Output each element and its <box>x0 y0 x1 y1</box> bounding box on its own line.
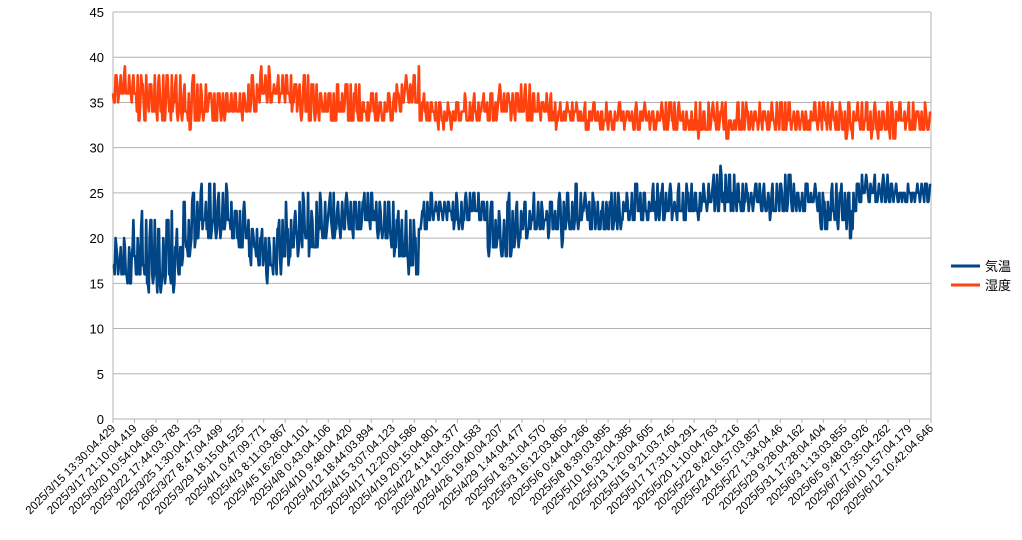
y-tick-label: 45 <box>90 5 104 20</box>
series-line-temperature <box>112 164 932 294</box>
y-tick-label: 35 <box>90 95 104 110</box>
legend-label: 湿度 <box>985 278 1011 293</box>
y-tick-label: 25 <box>90 186 104 201</box>
series-line-humidity <box>111 65 932 140</box>
gridlines <box>112 11 932 420</box>
series-lines <box>111 65 932 294</box>
y-tick-label: 10 <box>90 322 104 337</box>
y-tick-label: 20 <box>90 231 104 246</box>
y-tick-label: 30 <box>90 141 104 156</box>
legend-label: 気温 <box>985 259 1011 274</box>
y-tick-label: 40 <box>90 50 104 65</box>
y-tick-label: 5 <box>97 367 104 382</box>
y-tick-label: 15 <box>90 276 104 291</box>
y-axis-ticks: 0 5 10 15 20 25 30 35 40 45 <box>90 5 104 427</box>
y-tick-label: 0 <box>97 412 104 427</box>
